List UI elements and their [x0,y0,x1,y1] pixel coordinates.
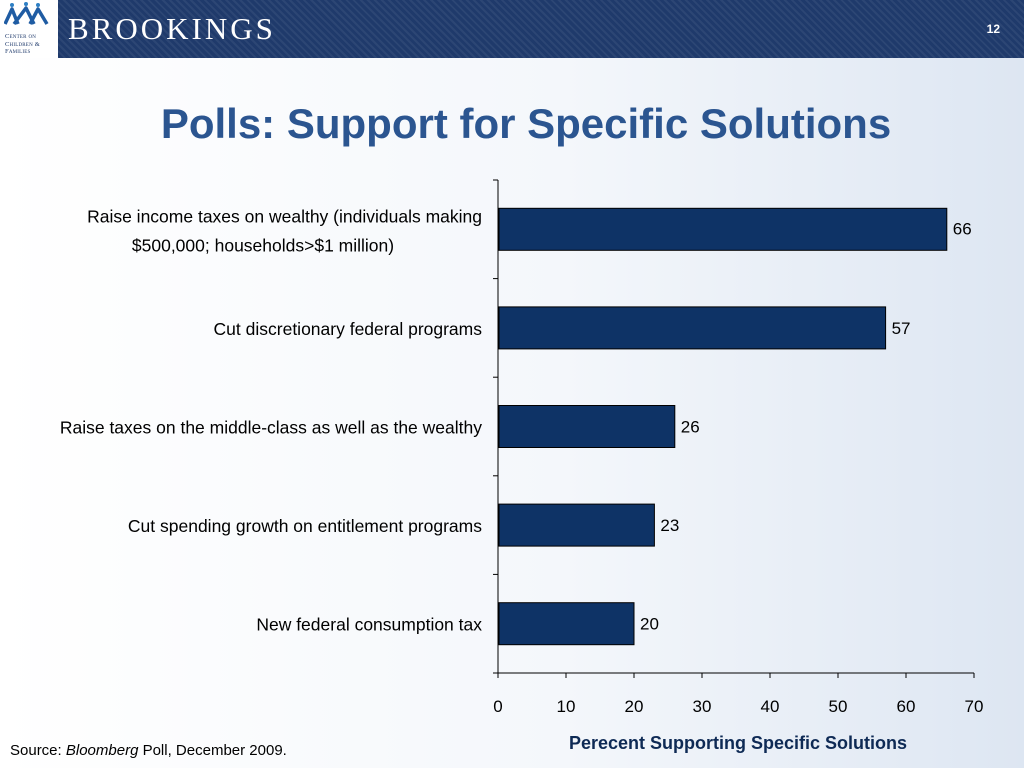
category-label: Cut discretionary federal programs [214,319,483,339]
source-note: Source: Bloomberg Poll, December 2009. [10,742,287,759]
bar-value-label: 26 [681,418,700,437]
category-label: Raise income taxes on wealthy (individua… [87,206,482,226]
category-label: New federal consumption tax [256,615,482,635]
x-tick-label: 30 [693,697,712,716]
x-tick-label: 50 [829,697,848,716]
category-label: Raise taxes on the middle-class as well … [60,418,482,438]
brand-name: BROOKINGS [68,11,276,46]
source-italic: Bloomberg [65,742,139,759]
bar-value-label: 23 [660,516,679,535]
bar-value-label: 57 [892,319,911,338]
logo-line: Children & [5,40,40,48]
bar [498,503,655,547]
source-prefix: Source: [10,742,66,759]
bar-value-label: 20 [640,615,659,634]
slide-title: Polls: Support for Specific Solutions [160,100,892,147]
header-bar: Center on Children & Families BROOKINGS … [0,0,1024,58]
x-tick-label: 0 [493,697,502,716]
category-label: Cut spending growth on entitlement progr… [128,516,482,536]
bar [498,306,887,350]
center-logo: Center on Children & Families [0,0,58,58]
bar [498,602,635,646]
page-number: 12 [986,22,1000,36]
x-tick-label: 60 [897,697,916,716]
bar [498,405,676,448]
category-label: $500,000; households>$1 million) [132,235,394,255]
x-tick-label: 70 [965,697,984,716]
x-tick-label: 40 [761,697,780,716]
logo-text: Center on Children & Families [5,33,57,56]
logo-line: Center on [5,33,37,40]
x-tick-label: 10 [557,697,576,716]
bar-value-label: 66 [953,219,972,238]
x-tick-label: 20 [625,697,644,716]
family-figures-icon [4,2,49,26]
bar [498,207,948,251]
logo-line: Families [5,48,31,55]
source-suffix: Poll, December 2009. [138,742,287,759]
x-axis-title: Perecent Supporting Specific Solutions [569,733,907,753]
